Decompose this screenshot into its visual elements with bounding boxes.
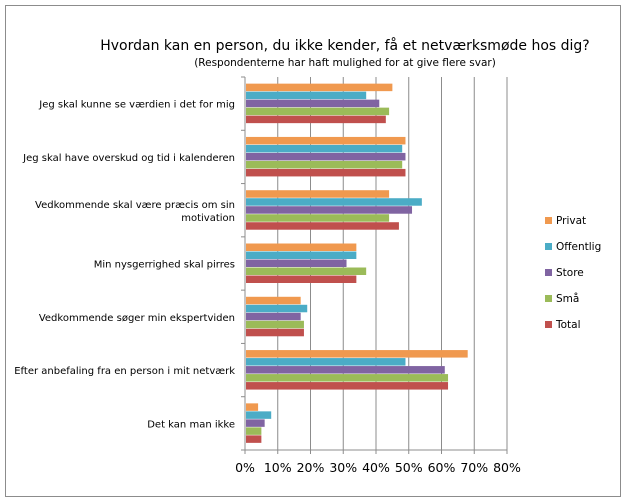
legend-label: Total: [555, 319, 581, 331]
category-label: Jeg skal have overskud og tid i kalender…: [22, 153, 235, 164]
x-tick-label: 20%: [297, 460, 325, 475]
bar-offentlig: [246, 198, 422, 206]
chart-title: Hvordan kan en person, du ikke kender, f…: [100, 37, 590, 54]
bar-store: [246, 206, 413, 214]
bar-total: [246, 115, 386, 124]
x-tick-label: 60%: [428, 460, 456, 475]
bar-total: [246, 382, 449, 390]
bar-privat: [246, 190, 390, 198]
category-label: Vedkommende søger min ekspertviden: [39, 313, 235, 324]
bar-privat: [246, 350, 468, 358]
bar-privat: [246, 243, 357, 251]
category-label: Jeg skal kunne se værdien i det for mig: [38, 100, 235, 111]
legend-swatch: [545, 321, 552, 328]
x-tick-label: 80%: [493, 460, 521, 475]
bar-store: [246, 99, 380, 108]
legend-swatch: [545, 243, 552, 250]
bar-total: [246, 222, 399, 230]
bar-privat: [246, 83, 393, 92]
category-label-line: Efter anbefaling fra en person i mit net…: [14, 366, 235, 377]
x-tick-label: 50%: [395, 460, 423, 475]
legend-label: Små: [556, 292, 579, 305]
bar-små: [246, 267, 367, 275]
bar-små: [246, 320, 304, 329]
bar-total: [246, 275, 357, 283]
category-label-line: Jeg skal have overskud og tid i kalender…: [22, 153, 235, 164]
bar-total: [246, 328, 304, 337]
bar-små: [246, 214, 390, 222]
bar-offentlig: [246, 304, 308, 313]
bar-små: [246, 160, 403, 169]
bar-privat: [246, 296, 301, 305]
chart-frame: [5, 5, 621, 497]
category-label: Det kan man ikke: [147, 419, 235, 430]
category-label-line: Vedkommende skal være præcis om sin: [35, 200, 235, 211]
category-label: Min nysgerrighed skal pirres: [94, 260, 235, 271]
bar-offentlig: [246, 411, 272, 419]
category-label-line: Det kan man ikke: [147, 419, 235, 430]
x-tick-label: 30%: [329, 460, 357, 475]
bar-offentlig: [246, 251, 357, 259]
bar-total: [246, 168, 406, 177]
bar-privat: [246, 136, 406, 145]
category-label: Vedkommende skal være præcis om sin motiv…: [35, 200, 235, 224]
chart-subtitle: (Respondenterne har haft mulighed for at…: [194, 57, 496, 69]
bar-store: [246, 312, 301, 321]
bar-offentlig: [246, 358, 406, 366]
bar-små: [246, 374, 449, 382]
x-tick-label: 40%: [362, 460, 390, 475]
legend-label: Privat: [556, 215, 586, 227]
bar-offentlig: [246, 91, 367, 100]
legend-swatch: [545, 269, 552, 276]
category-label-line: Min nysgerrighed skal pirres: [94, 260, 235, 271]
bar-små: [246, 427, 262, 435]
bar-store: [246, 419, 265, 427]
bar-privat: [246, 403, 259, 411]
category-label-line: Jeg skal kunne se værdien i det for mig: [38, 100, 235, 111]
legend-label: Offentlig: [556, 241, 601, 253]
bar-store: [246, 366, 445, 374]
bar-total: [246, 435, 262, 443]
legend-swatch: [545, 295, 552, 302]
legend-label: Store: [556, 267, 584, 279]
x-tick-label: 10%: [264, 460, 292, 475]
bar-offentlig: [246, 144, 403, 153]
category-label-line: Vedkommende søger min ekspertviden: [39, 313, 235, 324]
bar-store: [246, 259, 347, 267]
category-label-line: motivation: [181, 213, 235, 224]
bar-store: [246, 152, 406, 161]
x-tick-label: 0%: [235, 460, 255, 475]
legend-swatch: [545, 217, 552, 224]
bar-små: [246, 107, 390, 116]
x-tick-label: 70%: [460, 460, 488, 475]
category-label: Efter anbefaling fra en person i mit net…: [14, 366, 235, 377]
